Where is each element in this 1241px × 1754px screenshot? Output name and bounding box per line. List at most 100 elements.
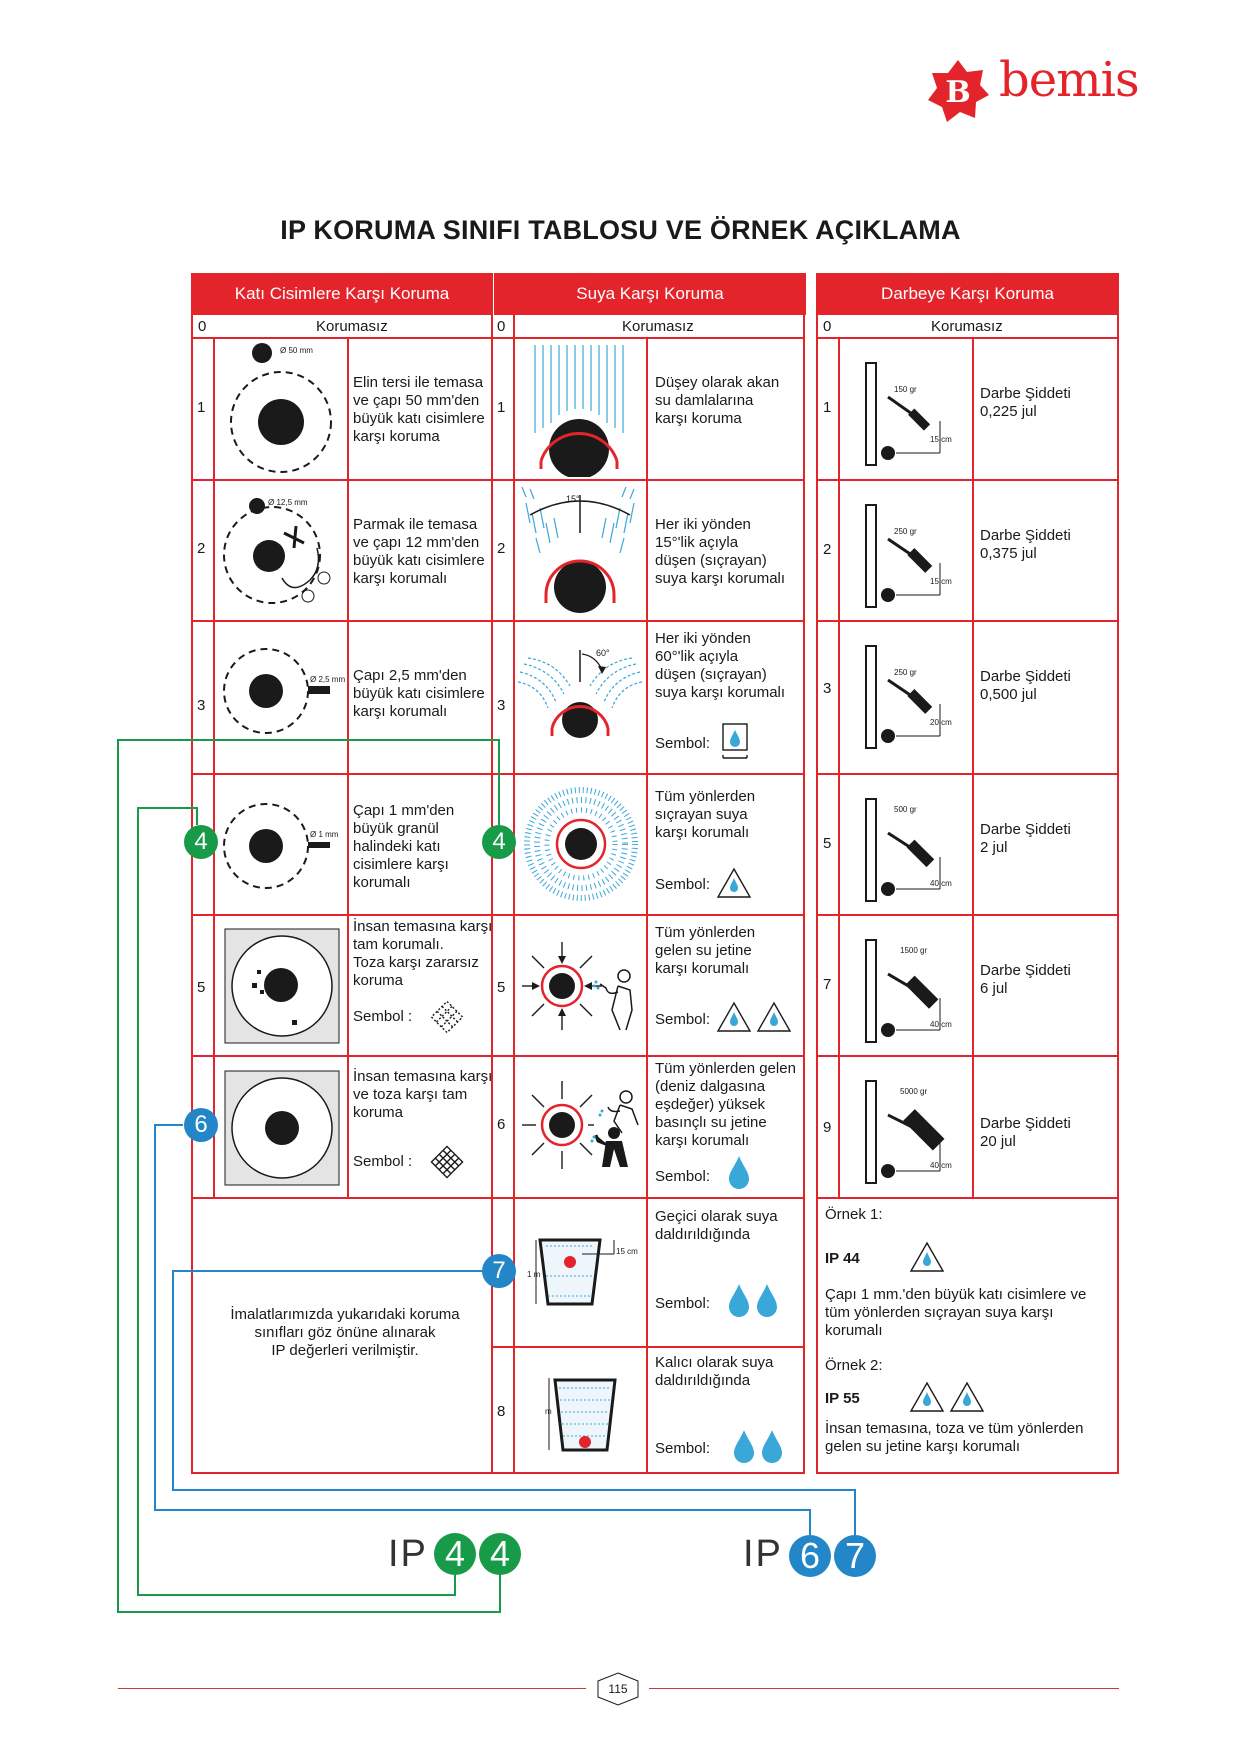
impact-5-number: 5 [823,835,832,852]
impact-5-weight: 500 gr [894,805,917,814]
water-1-text: Düşey olarak akan su damlalarına karşı k… [655,374,780,427]
bemis-mark-icon: B [928,60,989,122]
example1-code: IP 44 [825,1250,860,1267]
solids-1-text: Elin tersi ile temasa ve çapı 50 mm'den … [353,374,485,445]
solids-6-symbol-label: Sembol : [353,1153,413,1170]
hammer-impact-icon [865,645,941,749]
impact-7-weight: 1500 gr [900,946,928,955]
solid-finger-icon [223,498,331,604]
water-jet-icon [522,942,633,1031]
impact-7-text: Darbe Şiddeti 6 jul [980,962,1071,997]
solids-2-text: Parmak ile temasa ve çapı 12 mm'den büyü… [353,516,485,587]
impact-3-text: Darbe Şiddeti 0,500 jul [980,668,1071,703]
solid-1mm-icon [223,803,330,889]
solid-50mm-icon [230,343,332,473]
water-5-text: Tüm yönlerden gelen su jetine karşı koru… [655,924,756,977]
impact-1-weight: 150 gr [894,385,917,394]
impact-2-weight: 250 gr [894,527,917,536]
ip67-digit-2: 7 [834,1535,876,1577]
solids-5-symbol-label: Sembol : [353,1008,413,1025]
impact-1-text: Darbe Şiddeti 0,225 jul [980,385,1071,420]
ip-prefix-1: IP [388,1533,428,1575]
solids-5-text: İnsan temasına karşı tam korumalı. Toza … [353,918,493,989]
hammer-impact-icon [865,504,941,608]
badge-solids-6: 6 [184,1108,218,1142]
impact-9-text: Darbe Şiddeti 20 jul [980,1115,1071,1150]
note-text: İmalatlarımızda yukarıdaki koruma sınıfl… [230,1306,460,1359]
water-3-symbol-label: Sembol: [655,735,711,752]
header-solids: Katı Cisimlere Karşı Koruma [192,273,492,315]
water-2-text: Her iki yönden 15°'lik açıyla düşen (sıç… [655,516,786,587]
header-water: Suya Karşı Koruma [492,273,806,315]
water-8-text: Kalıcı olarak suya daldırıldığında [655,1354,774,1389]
solids-row0-number: 0 [198,318,207,335]
hammer-impact-icon [865,798,941,902]
solids-2-dim: Ø 12,5 mm [268,498,308,507]
impact-2-height: 15 cm [930,577,952,586]
drop-triangle-icon [716,867,752,898]
hammer-impact-icon [865,362,941,466]
dust-tight-symbol-icon [430,1145,464,1179]
double-drop-triangle-icon [716,1001,792,1032]
impact-9-number: 9 [823,1119,832,1136]
impact-1-number: 1 [823,399,832,416]
example2-code: IP 55 [825,1390,860,1407]
splash-all-directions-icon [524,787,638,901]
solids-row0-text: Korumasız [316,318,388,335]
connector-solids-6 [154,1124,811,1535]
solids-3-number: 3 [197,697,206,714]
water-7-dim-depth: 15 cm [616,1247,638,1256]
water-3-text: Her iki yönden 60°'lik açıyla düşen (sıç… [655,630,786,701]
connector-solids-4 [137,807,456,1596]
impact-7-height: 40 cm [930,1020,952,1029]
impact-3-height: 20 cm [930,718,952,727]
solid-2-5mm-icon [223,648,330,734]
dust-protected-icon [224,928,340,1044]
water-3-angle: 60° [596,648,610,658]
impact-3-weight: 250 gr [894,668,917,677]
impact-9-weight: 5000 gr [900,1087,928,1096]
double-water-drop-icon [734,1430,782,1463]
water-5-number: 5 [497,979,506,996]
impact-2-text: Darbe Şiddeti 0,375 jul [980,527,1071,562]
water-8-symbol-label: Sembol: [655,1440,711,1457]
footer-rule-left [118,1688,586,1689]
drip-15deg-icon [521,486,635,613]
vertical-drip-icon [534,345,624,477]
water-4-symbol-label: Sembol: [655,876,711,893]
water-2-angle: 15° [566,494,580,504]
hammer-impact-icon [865,1080,945,1184]
example1-label: Örnek 1: [825,1206,883,1223]
page-number-badge-icon [597,1672,639,1706]
ip44-digit-1: 4 [434,1533,476,1575]
water-3-number: 3 [497,697,506,714]
impact-7-number: 7 [823,976,832,993]
badge-water-4: 4 [482,825,516,859]
powerful-jet-icon [522,1081,639,1169]
spray-60deg-icon [517,650,643,738]
brand-logo: B bemis [925,52,1140,128]
temporary-immersion-icon [535,1238,615,1306]
ip67-digit-1: 6 [789,1535,831,1577]
impact-row0-text: Korumasız [931,318,1003,335]
impact-1-height: 15 cm [930,435,952,444]
water-row0-number: 0 [497,318,506,335]
hammer-impact-icon [865,939,941,1043]
dust-protected-symbol-icon [430,1000,464,1034]
impact-3-number: 3 [823,680,832,697]
example1-text: Çapı 1 mm.'den büyük katı cisimlere ve t… [825,1286,1087,1339]
water-drop-icon [729,1156,749,1189]
continuous-immersion-icon [548,1378,617,1452]
impact-5-height: 40 cm [930,879,952,888]
connector-water-4 [117,739,501,1613]
solids-4-dim: Ø 1 mm [310,830,339,839]
example2-label: Örnek 2: [825,1357,883,1374]
ip44-digit-2: 4 [479,1533,521,1575]
impact-2-number: 2 [823,541,832,558]
water-8-number: 8 [497,1403,506,1420]
water-2-number: 2 [497,540,506,557]
water-7-text: Geçici olarak suya daldırıldığında [655,1208,778,1243]
badge-water-7: 7 [482,1254,516,1288]
water-7-symbol-label: Sembol: [655,1295,711,1312]
